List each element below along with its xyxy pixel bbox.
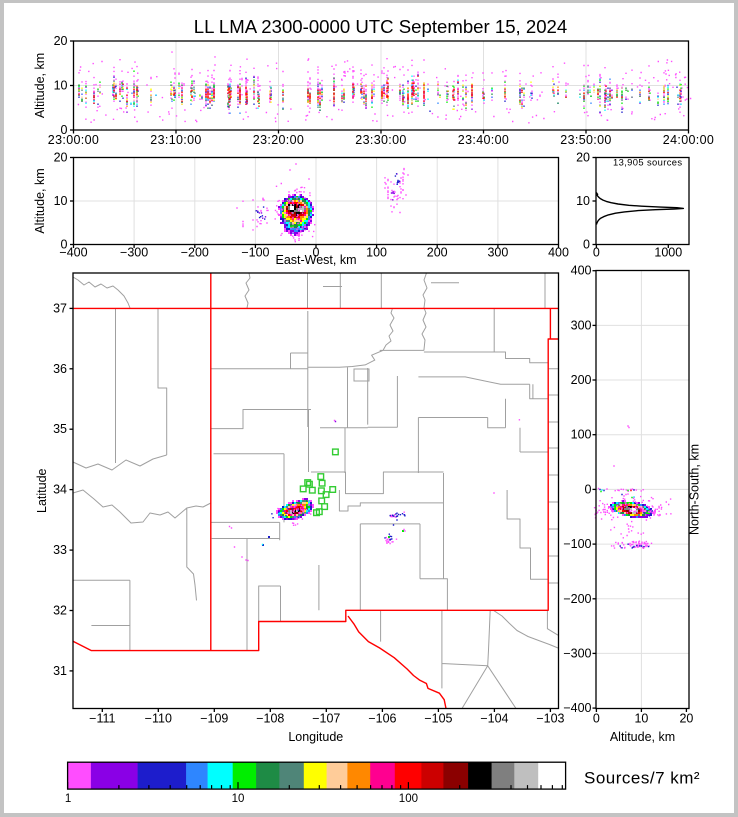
svg-text:LL LMA 2300-0000 UTC September: LL LMA 2300-0000 UTC September 15, 2024 — [194, 16, 568, 37]
svg-text:−400: −400 — [59, 245, 87, 259]
svg-text:East-West, km: East-West, km — [275, 253, 356, 267]
svg-text:200: 200 — [571, 373, 592, 387]
svg-text:Sources/7 km²: Sources/7 km² — [584, 769, 700, 788]
svg-text:−300: −300 — [563, 646, 591, 660]
svg-text:10: 10 — [54, 194, 68, 208]
svg-text:Altitude, km: Altitude, km — [33, 168, 47, 233]
svg-text:20: 20 — [54, 34, 68, 48]
svg-text:100: 100 — [399, 793, 418, 805]
svg-text:23:40:00: 23:40:00 — [458, 133, 509, 147]
svg-text:−400: −400 — [563, 701, 591, 715]
svg-text:32: 32 — [53, 604, 67, 618]
svg-text:−200: −200 — [181, 245, 209, 259]
svg-text:23:00:00: 23:00:00 — [48, 133, 99, 147]
svg-text:35: 35 — [53, 422, 67, 436]
svg-text:0: 0 — [583, 238, 590, 252]
svg-text:−106: −106 — [368, 712, 396, 726]
svg-text:23:30:00: 23:30:00 — [355, 133, 406, 147]
svg-text:−200: −200 — [563, 592, 591, 606]
svg-text:31: 31 — [53, 664, 67, 678]
svg-text:10: 10 — [576, 194, 590, 208]
svg-text:−109: −109 — [200, 712, 228, 726]
svg-text:400: 400 — [571, 264, 592, 278]
svg-text:−105: −105 — [424, 712, 452, 726]
svg-text:0: 0 — [593, 245, 600, 259]
svg-text:−103: −103 — [536, 712, 564, 726]
svg-text:0: 0 — [61, 238, 68, 252]
svg-text:−108: −108 — [256, 712, 284, 726]
svg-text:−110: −110 — [145, 712, 172, 726]
svg-text:10: 10 — [54, 79, 68, 93]
svg-text:0: 0 — [61, 123, 68, 137]
svg-text:−107: −107 — [312, 712, 340, 726]
svg-text:0: 0 — [313, 245, 320, 259]
svg-text:20: 20 — [576, 151, 590, 165]
svg-text:100: 100 — [571, 428, 592, 442]
svg-text:−100: −100 — [563, 537, 591, 551]
svg-text:North-South, km: North-South, km — [688, 444, 702, 535]
svg-text:23:10:00: 23:10:00 — [150, 133, 201, 147]
svg-text:20: 20 — [679, 712, 693, 726]
svg-text:24:00:00: 24:00:00 — [663, 133, 714, 147]
svg-text:23:20:00: 23:20:00 — [253, 133, 304, 147]
svg-text:13,905 sources: 13,905 sources — [613, 157, 682, 168]
svg-text:36: 36 — [53, 362, 67, 376]
svg-text:−100: −100 — [241, 245, 269, 259]
svg-text:23:50:00: 23:50:00 — [560, 133, 611, 147]
svg-text:1: 1 — [65, 793, 71, 805]
svg-text:−300: −300 — [120, 245, 148, 259]
svg-text:1000: 1000 — [654, 245, 682, 259]
svg-text:Longitude: Longitude — [288, 730, 343, 744]
svg-text:300: 300 — [487, 245, 508, 259]
svg-text:Altitude, km: Altitude, km — [33, 53, 47, 118]
svg-text:−111: −111 — [89, 712, 115, 726]
svg-text:0: 0 — [593, 712, 600, 726]
svg-text:10: 10 — [634, 712, 648, 726]
svg-text:10: 10 — [232, 793, 245, 805]
svg-text:Latitude: Latitude — [35, 468, 49, 513]
svg-text:200: 200 — [427, 245, 448, 259]
svg-text:300: 300 — [571, 318, 592, 332]
svg-text:34: 34 — [53, 483, 67, 497]
svg-text:20: 20 — [54, 151, 68, 165]
svg-text:−104: −104 — [480, 712, 508, 726]
svg-text:0: 0 — [585, 482, 592, 496]
svg-text:Altitude, km: Altitude, km — [610, 730, 675, 744]
svg-text:400: 400 — [548, 245, 569, 259]
svg-text:33: 33 — [53, 543, 67, 557]
svg-text:100: 100 — [366, 245, 387, 259]
svg-text:37: 37 — [53, 301, 67, 315]
